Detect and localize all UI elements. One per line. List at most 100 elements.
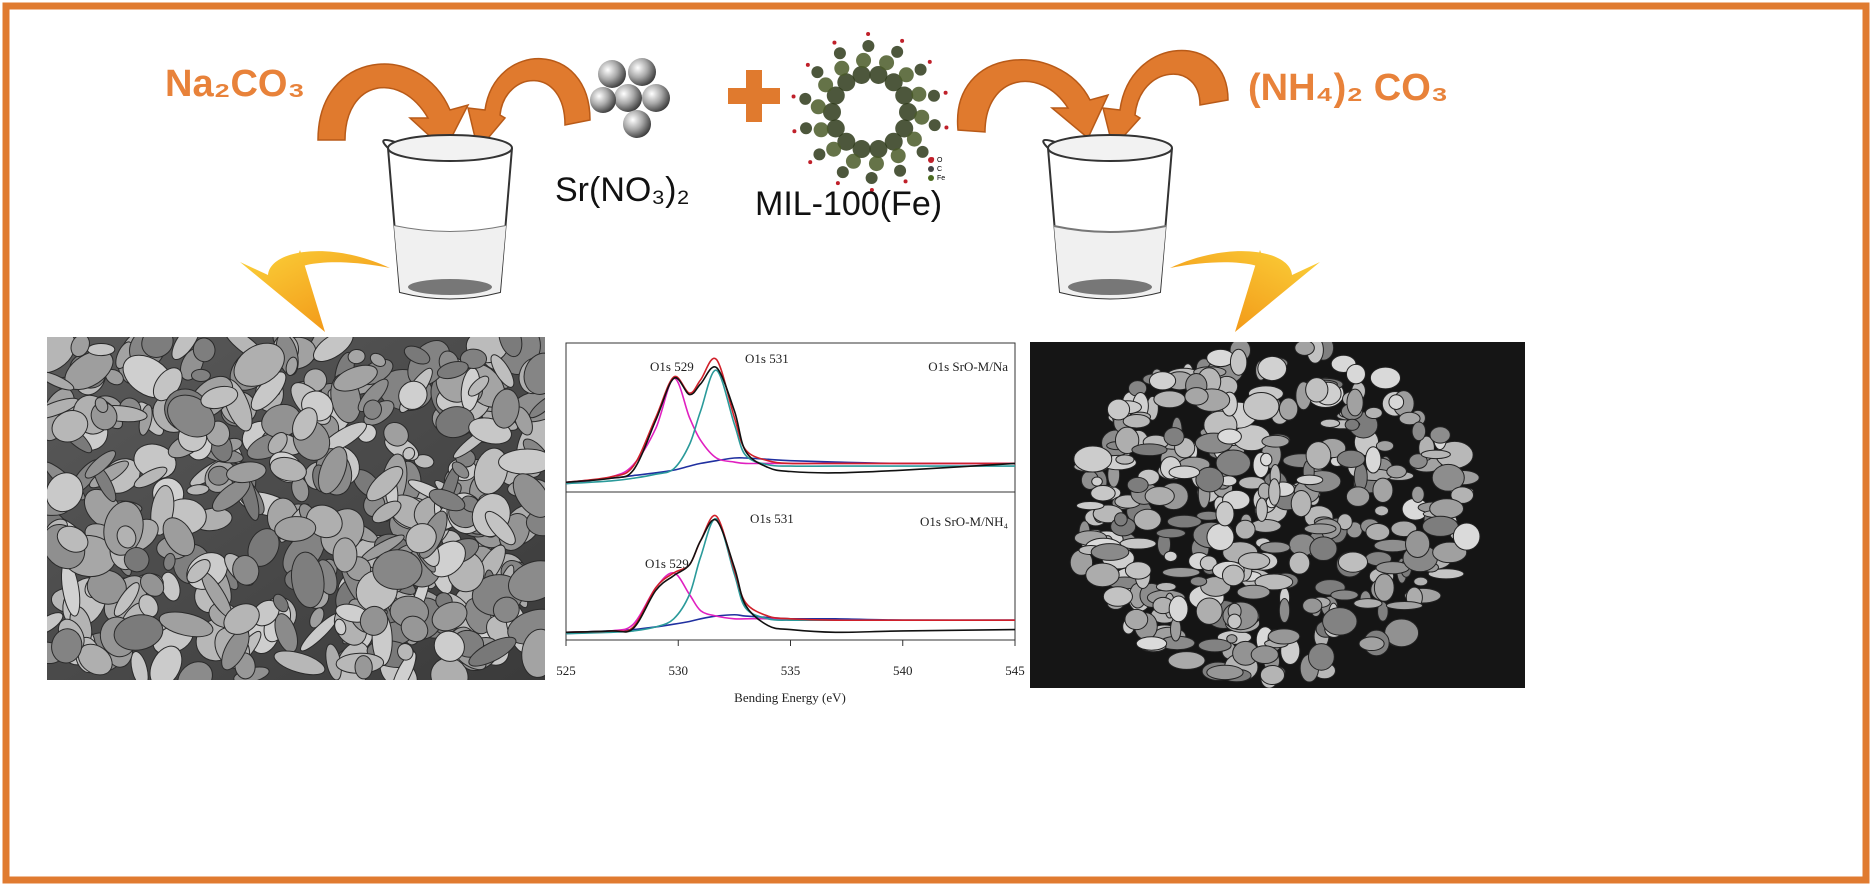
reagent-label: Na₂CO₃ xyxy=(165,63,305,105)
grain xyxy=(51,410,89,443)
grain xyxy=(47,612,64,636)
mof-node xyxy=(895,119,914,138)
arrow-down-right xyxy=(1170,250,1320,332)
reagent-label: (NH₄)₂ CO₃ xyxy=(1248,67,1448,109)
grain xyxy=(1242,391,1280,421)
grain xyxy=(1259,541,1291,554)
grain xyxy=(1305,377,1329,403)
grain xyxy=(433,630,465,662)
grain xyxy=(1135,636,1168,651)
grain xyxy=(1386,464,1407,479)
grain xyxy=(1337,551,1369,573)
grain xyxy=(269,456,307,482)
grain xyxy=(1337,513,1353,531)
mof-node xyxy=(833,47,846,60)
grain xyxy=(366,466,404,502)
mof-node xyxy=(914,109,930,125)
grain xyxy=(1319,418,1341,428)
mof-atom xyxy=(866,32,871,37)
peak-label: O1s 531 xyxy=(745,351,789,366)
mof-node xyxy=(826,119,845,138)
mof-atom xyxy=(900,38,905,43)
grain xyxy=(149,645,183,680)
grain xyxy=(1364,406,1383,420)
mof-node xyxy=(914,63,927,76)
grain xyxy=(1421,515,1459,537)
grain xyxy=(113,614,164,651)
grain xyxy=(1303,523,1337,535)
legend-label: C xyxy=(937,166,942,173)
grain xyxy=(1155,527,1187,539)
grain xyxy=(354,655,373,680)
grain xyxy=(1124,608,1149,631)
grain xyxy=(1073,445,1113,473)
grain xyxy=(47,371,75,391)
mof-atom xyxy=(927,59,932,64)
mof-node xyxy=(894,164,907,177)
grain xyxy=(1090,543,1130,561)
grain xyxy=(84,450,116,479)
grain xyxy=(1166,514,1202,529)
grain xyxy=(332,537,358,573)
grain xyxy=(1234,519,1256,540)
grain xyxy=(1115,454,1135,465)
grain xyxy=(1122,413,1151,429)
grain xyxy=(1229,348,1248,376)
grain xyxy=(226,461,267,484)
grain xyxy=(1295,474,1324,486)
grain xyxy=(383,421,409,447)
grain xyxy=(400,615,429,643)
grain xyxy=(468,636,517,667)
grain xyxy=(1124,561,1152,580)
grain xyxy=(1268,478,1281,506)
grain xyxy=(1322,607,1358,636)
beakers xyxy=(382,134,1173,300)
grain xyxy=(1148,371,1177,391)
mof-node xyxy=(845,153,861,169)
grain xyxy=(1420,449,1451,460)
grain xyxy=(313,337,354,362)
grain xyxy=(1305,441,1332,470)
grain xyxy=(1413,576,1429,587)
grain xyxy=(130,651,149,680)
grain xyxy=(162,517,196,557)
grain xyxy=(398,380,428,410)
mof-atom xyxy=(832,40,837,45)
grain xyxy=(1302,597,1323,614)
grain xyxy=(70,337,90,358)
grain xyxy=(1189,576,1208,587)
grain xyxy=(1195,466,1225,493)
mof-node xyxy=(879,55,895,71)
grain xyxy=(1290,490,1312,518)
mof-node xyxy=(836,166,849,179)
grain xyxy=(1346,388,1364,417)
grain xyxy=(1288,551,1311,575)
mof-node xyxy=(898,67,914,83)
grain xyxy=(1195,597,1223,625)
mof-atom xyxy=(805,62,810,67)
grain xyxy=(56,525,89,553)
mof-node xyxy=(826,86,845,105)
grain xyxy=(1168,465,1201,480)
mof-node xyxy=(868,156,884,172)
grain xyxy=(1206,523,1235,552)
grain xyxy=(1373,573,1395,602)
grain xyxy=(47,337,76,374)
grain xyxy=(430,657,469,680)
grain xyxy=(1345,363,1366,385)
grain xyxy=(1377,601,1389,622)
x-axis-label: Bending Energy (eV) xyxy=(734,690,846,705)
grain xyxy=(1184,387,1209,406)
grain xyxy=(123,547,150,573)
mof-atom xyxy=(808,160,813,165)
grain xyxy=(1345,486,1371,507)
grain xyxy=(1161,567,1201,578)
grain xyxy=(1261,434,1290,448)
grain xyxy=(309,607,325,629)
grain xyxy=(1267,628,1301,645)
grain xyxy=(273,650,326,676)
x-tick-label: 525 xyxy=(556,663,576,678)
mof-node xyxy=(862,40,875,53)
x-tick-label: 530 xyxy=(669,663,689,678)
